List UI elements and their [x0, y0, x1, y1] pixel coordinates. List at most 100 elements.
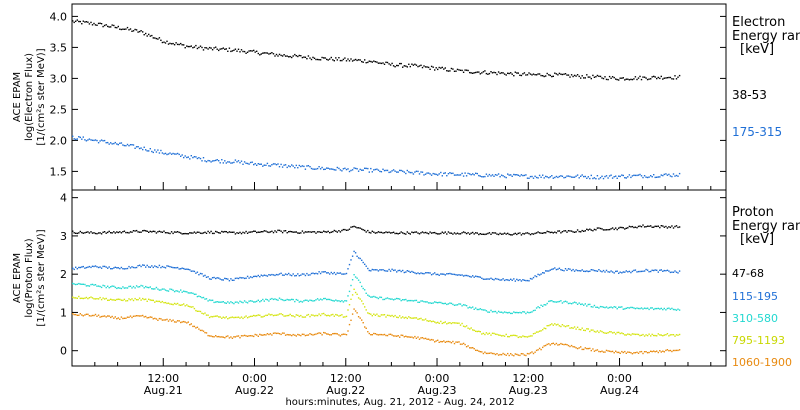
proton-data-point: [260, 231, 262, 233]
electron-data-point: [249, 50, 252, 52]
electron-data-point: [412, 173, 415, 175]
proton-data-point: [345, 272, 348, 275]
electron-data-point: [97, 22, 100, 25]
proton-data-point: [517, 336, 519, 339]
proton-data-point: [525, 312, 527, 315]
proton-data-point: [192, 292, 194, 294]
proton-data-point: [342, 228, 345, 231]
proton-data-point: [260, 274, 262, 276]
electron-data-point: [434, 173, 436, 175]
electron-data-point: [338, 57, 340, 59]
proton-data-point: [382, 232, 384, 234]
electron-data-point: [535, 74, 538, 76]
proton-data-point: [183, 303, 185, 305]
electron-data-point: [596, 175, 599, 177]
proton-data-point: [297, 314, 299, 316]
proton-data-point: [429, 231, 431, 233]
electron-data-point: [146, 35, 148, 37]
proton-data-point: [184, 268, 186, 270]
proton-data-point: [601, 306, 603, 308]
proton-data-point: [114, 266, 116, 268]
proton-data-point: [181, 321, 183, 323]
proton-data-point: [251, 231, 253, 233]
proton-data-point: [167, 302, 170, 304]
proton-data-point: [621, 350, 623, 353]
proton-data-point: [557, 323, 559, 326]
proton-data-point: [496, 353, 498, 355]
proton-data-point: [414, 317, 416, 319]
electron-data-point: [239, 51, 241, 53]
proton-data-point: [207, 230, 209, 233]
proton-data-point: [323, 230, 325, 232]
proton-data-point: [551, 231, 553, 233]
proton-data-point: [523, 279, 526, 281]
proton-data-point: [651, 350, 653, 353]
electron-data-point: [99, 22, 101, 24]
proton-data-point: [175, 303, 177, 305]
electron-data-point: [113, 24, 115, 27]
proton-data-point: [228, 302, 231, 304]
proton-data-point: [289, 299, 291, 301]
proton-data-point: [548, 300, 550, 303]
proton-data-point: [284, 315, 287, 317]
xtick-date-label: Aug.21: [144, 384, 183, 397]
electron-data-point: [132, 30, 135, 32]
electron-data-point: [142, 148, 144, 151]
proton-data-point: [593, 269, 596, 272]
electron-data-point: [663, 77, 665, 79]
proton-data-point: [643, 270, 646, 272]
electron-data-point: [473, 174, 475, 176]
proton-data-point: [567, 268, 570, 270]
electron-data-point: [657, 176, 659, 178]
proton-data-point: [75, 283, 77, 286]
proton-data-point: [313, 231, 316, 233]
electron-data-point: [157, 149, 159, 151]
electron-data-point: [96, 139, 98, 142]
proton-data-point: [613, 272, 615, 274]
proton-data-point: [284, 299, 287, 301]
electron-data-point: [545, 175, 547, 178]
proton-data-point: [313, 333, 316, 336]
proton-data-point: [371, 230, 373, 232]
proton-data-point: [430, 320, 433, 323]
proton-data-point: [438, 274, 440, 276]
electron-data-point: [538, 174, 541, 177]
electron-data-point: [233, 49, 235, 51]
electron-data-point: [108, 143, 110, 145]
proton-data-point: [186, 322, 188, 324]
proton-data-point: [604, 332, 606, 334]
proton-data-point: [216, 301, 218, 303]
proton-data-point: [277, 332, 279, 334]
proton-data-point: [469, 233, 471, 235]
proton-data-point: [245, 301, 247, 303]
proton-data-point: [674, 335, 676, 337]
proton-data-point: [97, 285, 100, 287]
proton-data-point: [208, 232, 211, 234]
proton-data-point: [470, 327, 472, 329]
electron-data-point: [643, 76, 646, 78]
electron-data-point: [148, 150, 150, 152]
electron-data-point: [269, 52, 272, 55]
proton-data-point: [321, 299, 323, 301]
proton-data-point: [462, 325, 465, 327]
proton-data-point: [505, 354, 507, 356]
proton-data-point: [303, 273, 305, 275]
proton-data-point: [135, 299, 138, 301]
proton-data-point: [440, 320, 442, 323]
proton-data-point: [204, 274, 206, 277]
proton-data-point: [338, 300, 340, 302]
proton-data-point: [456, 232, 459, 234]
proton-data-point: [128, 265, 130, 268]
proton-data-point: [207, 276, 209, 278]
proton-data-point: [578, 328, 580, 331]
electron-data-point: [400, 169, 402, 172]
proton-data-point: [581, 348, 583, 351]
proton-data-point: [435, 301, 437, 304]
proton-data-point: [218, 301, 220, 303]
electron-data-point: [198, 46, 200, 49]
proton-data-point: [117, 231, 119, 234]
electron-data-point: [424, 66, 427, 68]
proton-data-point: [656, 335, 658, 337]
proton-data-point: [417, 318, 419, 320]
